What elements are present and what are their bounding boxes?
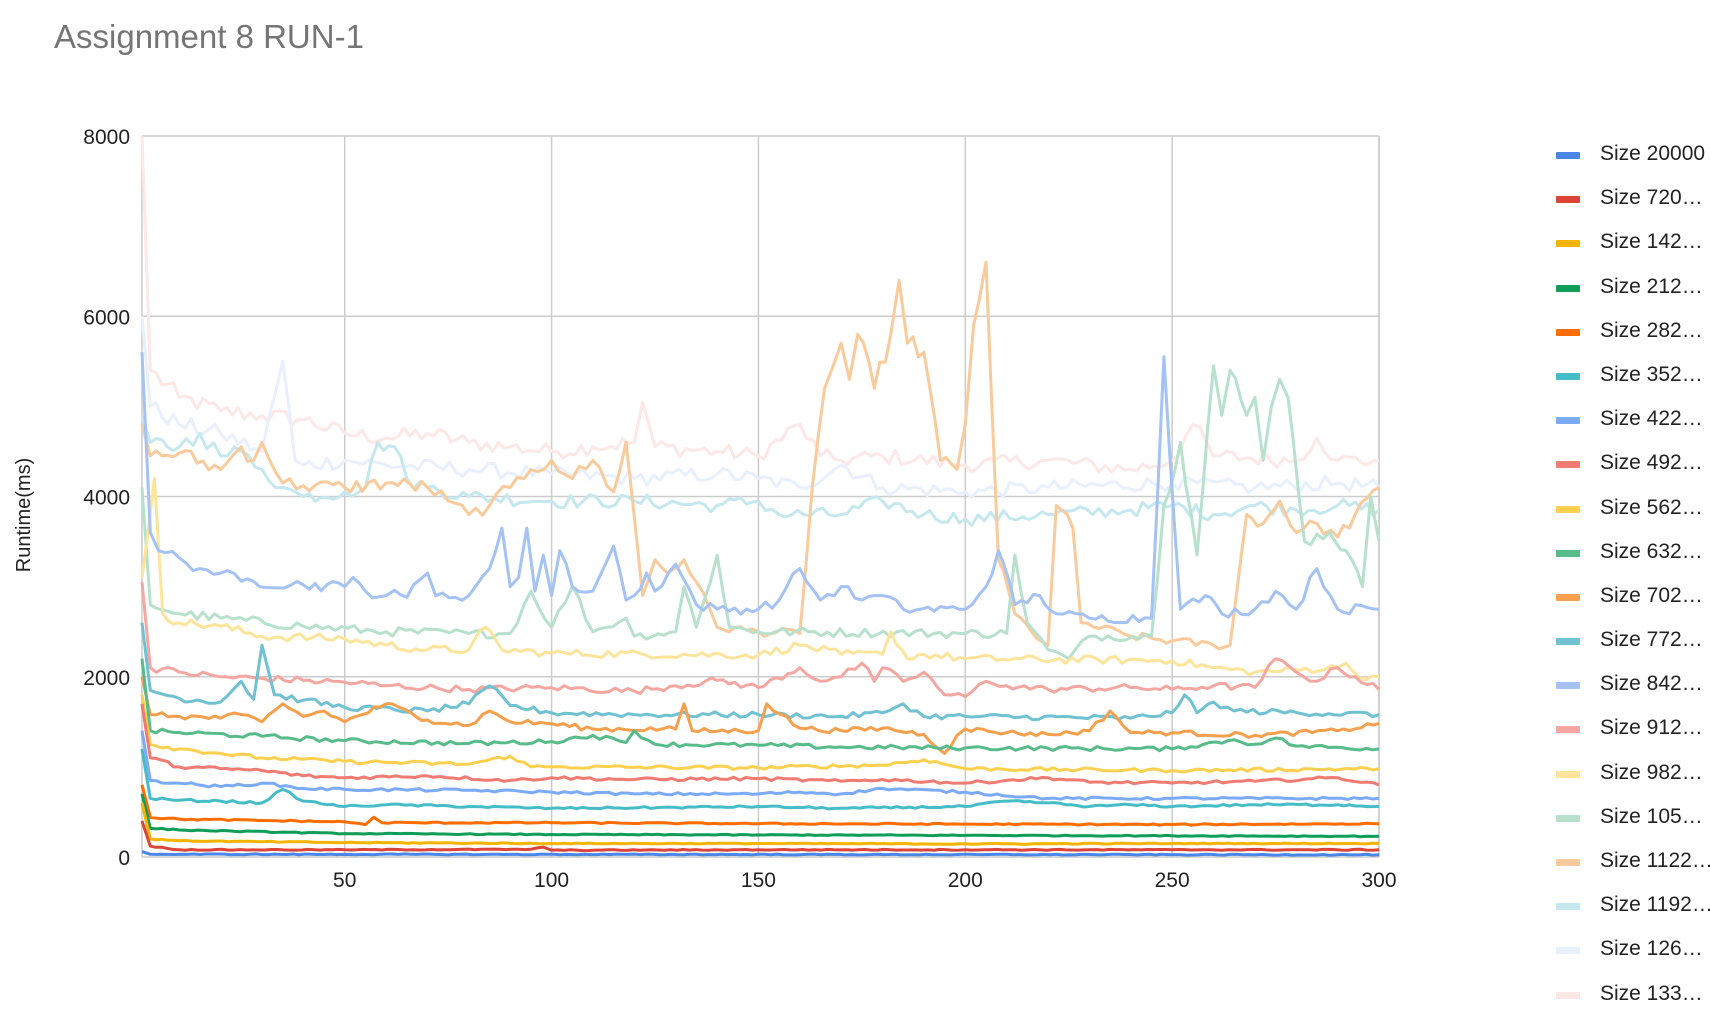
legend-label: Size 133… bbox=[1600, 981, 1703, 1005]
series-line-2 bbox=[140, 820, 1380, 853]
legend-swatch bbox=[1556, 859, 1580, 866]
legend-swatch bbox=[1556, 947, 1580, 955]
legend-label: Size 282… bbox=[1600, 318, 1703, 342]
series-line-5 bbox=[140, 784, 1380, 827]
legend-label: Size 492… bbox=[1600, 451, 1703, 475]
y-tick-label: 6000 bbox=[83, 306, 130, 329]
legend-label: Size 1122… bbox=[1600, 849, 1710, 872]
series-line-11 bbox=[140, 676, 1380, 755]
legend-item: Size 422… bbox=[1556, 405, 1710, 449]
legend-label: Size 772… bbox=[1600, 628, 1703, 652]
series-line-6 bbox=[140, 748, 1380, 811]
axis-tick-labels: 0 2000 4000 6000 8000 50 100 150 200 250 300 bbox=[83, 126, 1396, 892]
legend-item: Size 126… bbox=[1556, 935, 1710, 979]
y-tick-label: 0 bbox=[118, 847, 130, 870]
x-tick-label: 100 bbox=[534, 869, 569, 892]
legend-label: Size 212… bbox=[1600, 274, 1703, 298]
legend-label: Size 20000 bbox=[1600, 142, 1706, 165]
chart-grid bbox=[141, 135, 1380, 858]
series-line-3 bbox=[140, 802, 1380, 846]
legend-swatch bbox=[1556, 240, 1580, 248]
legend-item: Size 492… bbox=[1556, 449, 1710, 493]
x-tick-label: 150 bbox=[741, 869, 776, 892]
legend-item: Size 1192… bbox=[1556, 891, 1710, 935]
series-lines bbox=[140, 135, 1381, 857]
legend-label: Size 352… bbox=[1600, 362, 1703, 386]
legend-item: Size 842… bbox=[1556, 670, 1710, 714]
legend-swatch bbox=[1556, 770, 1580, 778]
legend-label: Size 720… bbox=[1600, 186, 1703, 210]
legend-item: Size 133… bbox=[1556, 980, 1710, 1024]
legend-item: Size 772… bbox=[1556, 626, 1710, 670]
legend-swatch bbox=[1556, 726, 1580, 734]
legend-swatch bbox=[1556, 903, 1580, 911]
series-line-10 bbox=[140, 658, 1380, 753]
legend-item: Size 20000 bbox=[1556, 140, 1710, 184]
series-line-4 bbox=[140, 793, 1380, 839]
legend-item: Size 702… bbox=[1556, 582, 1710, 626]
legend-item: Size 142… bbox=[1556, 228, 1710, 272]
legend-item: Size 105… bbox=[1556, 803, 1710, 847]
legend-item: Size 282… bbox=[1556, 317, 1710, 361]
series-line-8 bbox=[140, 703, 1380, 787]
legend-item: Size 982… bbox=[1556, 759, 1710, 803]
legend-label: Size 702… bbox=[1600, 583, 1703, 607]
series-line-7 bbox=[140, 730, 1380, 801]
legend-label: Size 142… bbox=[1600, 230, 1703, 254]
legend-item: Size 1122… bbox=[1556, 847, 1710, 891]
legend-swatch bbox=[1556, 284, 1580, 292]
legend-item: Size 352… bbox=[1556, 361, 1710, 405]
legend-swatch bbox=[1556, 991, 1580, 999]
legend-label: Size 912… bbox=[1600, 716, 1703, 740]
legend-label: Size 632… bbox=[1600, 539, 1703, 563]
y-tick-label: 2000 bbox=[83, 667, 130, 690]
series-line-13 bbox=[140, 352, 1380, 625]
legend-swatch bbox=[1556, 196, 1580, 204]
legend-item: Size 562… bbox=[1556, 494, 1710, 538]
legend-swatch bbox=[1556, 638, 1580, 646]
line-chart: 0 2000 4000 6000 8000 50 100 150 200 250 300 Runti… bbox=[13, 126, 1397, 892]
legend-swatch bbox=[1556, 328, 1580, 336]
legend-swatch bbox=[1556, 814, 1580, 822]
legend-label: Size 982… bbox=[1600, 760, 1703, 784]
legend-swatch bbox=[1556, 593, 1580, 601]
legend-item: Size 912… bbox=[1556, 714, 1710, 758]
legend-swatch bbox=[1556, 505, 1580, 513]
x-tick-label: 300 bbox=[1361, 869, 1396, 892]
legend-swatch bbox=[1556, 461, 1580, 469]
series-line-9 bbox=[140, 694, 1380, 774]
series-line-19 bbox=[140, 316, 1381, 499]
legend-label: Size 562… bbox=[1600, 495, 1703, 519]
y-tick-label: 4000 bbox=[83, 487, 130, 510]
y-axis-label: Runtime(ms) bbox=[13, 458, 35, 572]
series-line-14 bbox=[140, 581, 1381, 699]
chart-title: Assignment 8 RUN-1 bbox=[54, 18, 364, 55]
legend-swatch bbox=[1556, 152, 1580, 159]
series-line-18 bbox=[140, 414, 1381, 527]
legend-label: Size 842… bbox=[1600, 672, 1703, 696]
legend-swatch bbox=[1556, 417, 1580, 425]
x-tick-label: 200 bbox=[948, 869, 983, 892]
x-tick-label: 50 bbox=[333, 869, 356, 892]
series-line-20 bbox=[140, 135, 1380, 474]
legend-item: Size 720… bbox=[1556, 184, 1710, 228]
legend-swatch bbox=[1556, 682, 1580, 690]
legend-swatch bbox=[1556, 549, 1580, 557]
series-line-1 bbox=[141, 850, 1380, 857]
legend-item: Size 212… bbox=[1556, 273, 1710, 317]
legend-item: Size 632… bbox=[1556, 538, 1710, 582]
chart-legend: Size 20000 Size 720… Size 142… Size 212… Siz… bbox=[1556, 140, 1710, 1024]
series-line-15 bbox=[140, 477, 1380, 682]
legend-label: Size 105… bbox=[1600, 804, 1703, 828]
legend-label: Size 126… bbox=[1600, 937, 1703, 961]
y-tick-label: 8000 bbox=[83, 126, 130, 149]
legend-swatch bbox=[1556, 372, 1580, 380]
legend-label: Size 1192… bbox=[1600, 893, 1710, 917]
x-tick-label: 250 bbox=[1155, 869, 1190, 892]
legend-label: Size 422… bbox=[1600, 407, 1703, 431]
series-line-12 bbox=[140, 622, 1380, 722]
